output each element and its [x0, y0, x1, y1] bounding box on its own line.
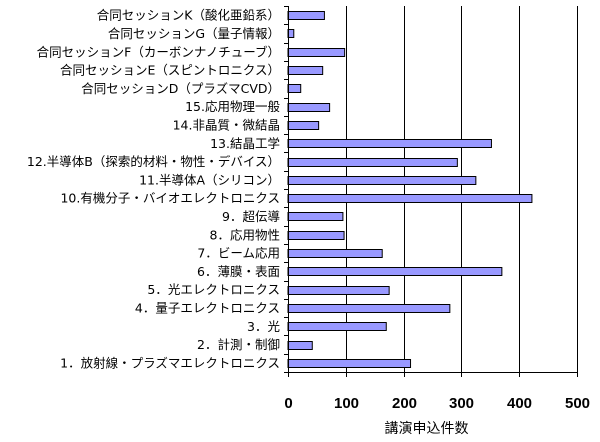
- bar: [287, 139, 492, 148]
- bar: [287, 158, 458, 167]
- category-label: 15.応用物理一般: [185, 99, 280, 114]
- category-label: 9．超伝導: [222, 209, 280, 224]
- category-label: 12.半導体B（探索的材料・物性・デバイス）: [27, 154, 280, 169]
- category-label: 10.有機分子・バイオエレクトロニクス: [60, 191, 280, 206]
- category-label: 合同セッションG（量子情報）: [108, 26, 280, 41]
- category-label: 11.半導体A（シリコン）: [139, 172, 280, 187]
- bar: [287, 176, 477, 185]
- bar: [287, 194, 533, 203]
- bar: [287, 359, 412, 368]
- category-label: 2．計測・制御: [197, 337, 280, 352]
- category-label: 合同セッションF（カーボンナノチューブ）: [37, 44, 280, 59]
- category-label: 合同セッションE（スピントロニクス）: [60, 63, 280, 78]
- category-label: 合同セッションK（酸化亜鉛系）: [97, 8, 280, 23]
- bar: [287, 48, 346, 57]
- category-label: 1．放射線・プラズマエレクトロニクス: [60, 355, 280, 370]
- category-label: 14.非晶質・微結晶: [173, 117, 280, 132]
- axes: [284, 6, 578, 377]
- category-label: 4．量子エレクトロニクス: [135, 300, 280, 315]
- category-label: 6．薄膜・表面: [197, 264, 280, 279]
- category-label: 13.結晶工学: [210, 136, 280, 151]
- bar: [287, 304, 451, 313]
- x-tick-label: 500: [565, 395, 590, 412]
- bar: [287, 212, 344, 221]
- x-tick-labels: 0 100 200 300 400 500: [284, 395, 590, 412]
- x-tick-label: 100: [334, 395, 359, 412]
- x-tick-label: 0: [284, 395, 292, 412]
- bars: [287, 11, 533, 368]
- x-tick-label: 200: [392, 395, 417, 412]
- bar: [287, 341, 313, 350]
- gridlines: [346, 6, 578, 372]
- bar: [287, 66, 324, 75]
- bar: [287, 267, 503, 276]
- x-axis-title: 講演申込件数: [385, 421, 469, 437]
- category-label: 5．光エレクトロニクス: [147, 282, 280, 297]
- bar: [287, 286, 390, 295]
- category-label: 8．応用物性: [210, 227, 280, 242]
- bar: [287, 11, 325, 20]
- x-tick-label: 400: [507, 395, 532, 412]
- bar: [287, 322, 387, 331]
- bar: [287, 249, 383, 258]
- category-label: 3．光: [247, 319, 280, 334]
- category-label: 合同セッションD（プラズマCVD）: [81, 81, 280, 96]
- x-tick-label: 300: [449, 395, 474, 412]
- bar: [287, 231, 345, 240]
- bar: [287, 84, 302, 93]
- category-label: 7．ビーム応用: [197, 246, 280, 261]
- bar: [287, 103, 331, 112]
- bar: [287, 121, 320, 130]
- category-labels: 合同セッションK（酸化亜鉛系） 合同セッションG（量子情報） 合同セッションF（カー…: [27, 8, 281, 371]
